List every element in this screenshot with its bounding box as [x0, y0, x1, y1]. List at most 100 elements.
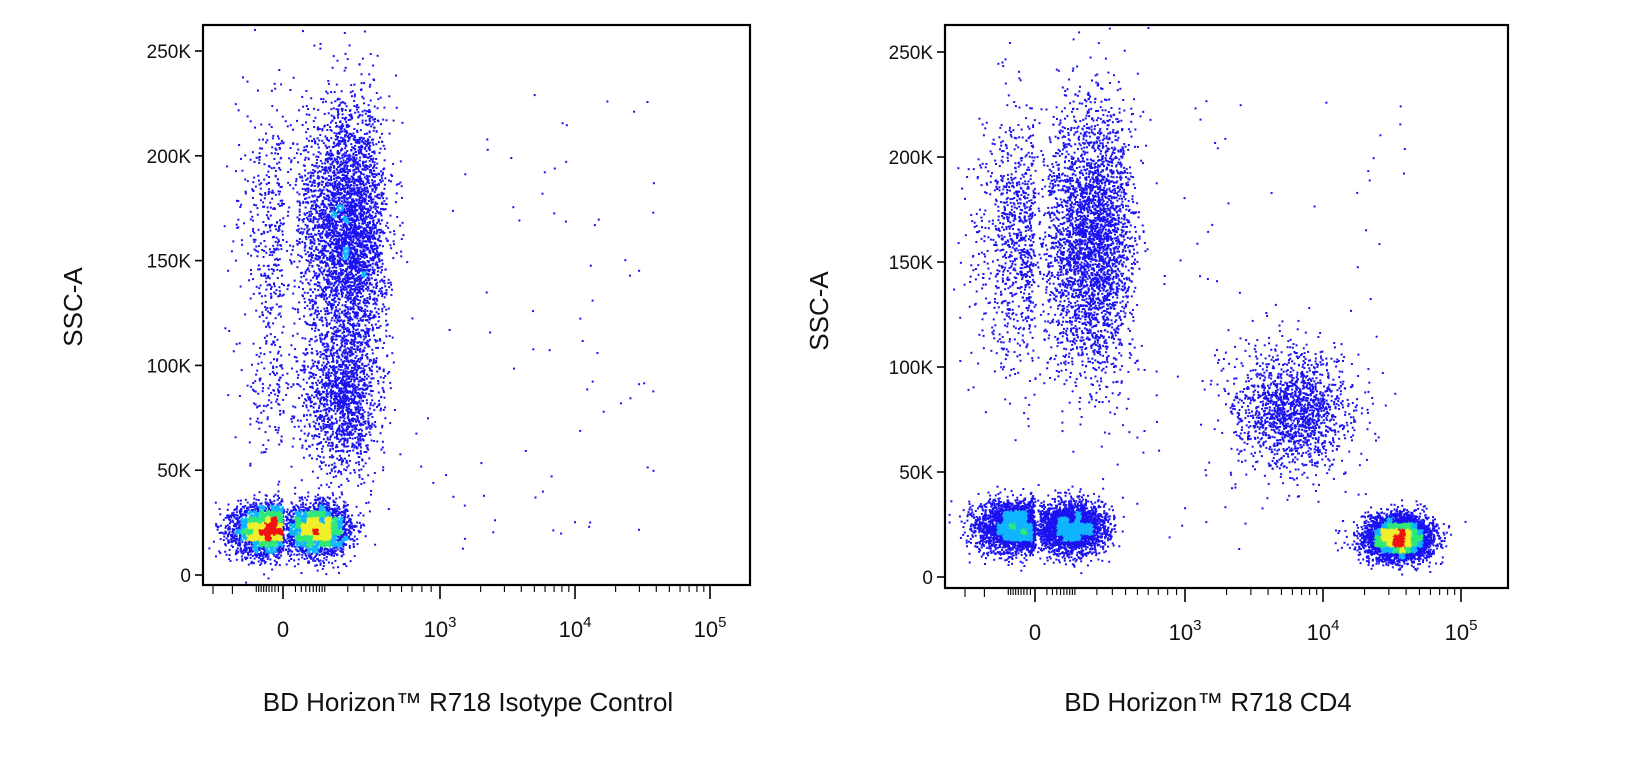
data-point [287, 527, 290, 529]
data-point [266, 514, 269, 517]
data-point [277, 511, 280, 514]
data-point [328, 506, 331, 509]
data-point [318, 530, 321, 533]
x-axis-label: BD Horizon™ R718 Isotype Control [263, 687, 673, 717]
data-point [254, 546, 257, 549]
data-point [272, 550, 275, 553]
data-point [309, 542, 311, 544]
data-point [257, 560, 260, 563]
data-point [323, 557, 326, 560]
data-point [269, 511, 272, 514]
data-point [271, 540, 274, 543]
data-point [319, 515, 322, 518]
data-point [234, 523, 237, 526]
data-point [280, 531, 283, 534]
data-point [279, 516, 282, 519]
data-point [316, 539, 319, 542]
data-point [323, 511, 326, 514]
data-point [335, 521, 337, 524]
data-point [253, 536, 256, 539]
data-point [338, 533, 341, 536]
data-point [239, 512, 242, 515]
data-point [239, 511, 241, 514]
data-point [317, 493, 319, 496]
data-point [253, 548, 256, 551]
data-point [315, 498, 318, 501]
data-point [337, 566, 339, 569]
data-point [317, 548, 320, 551]
data-point [237, 499, 240, 502]
data-point [296, 513, 299, 516]
data-point [257, 510, 259, 512]
data-point [258, 530, 261, 533]
data-point [332, 501, 335, 504]
data-point [306, 542, 309, 545]
data-point [326, 512, 328, 515]
data-point [233, 540, 236, 542]
data-point [244, 529, 247, 531]
data-point [264, 538, 267, 541]
data-point [225, 537, 228, 540]
data-point [315, 554, 318, 557]
data-point [247, 554, 250, 557]
data-point [304, 519, 307, 522]
data-point [251, 505, 254, 508]
data-point [345, 565, 348, 568]
data-point [341, 536, 344, 539]
data-point [255, 537, 258, 540]
data-point [331, 543, 334, 546]
data-point [334, 520, 337, 523]
data-point [235, 551, 238, 554]
data-point [260, 502, 263, 505]
data-point [249, 540, 252, 543]
data-point [242, 518, 245, 521]
data-point [218, 532, 221, 534]
data-point [313, 540, 316, 543]
data-point [290, 510, 293, 513]
data-point [316, 543, 319, 546]
data-point [328, 523, 331, 526]
data-point [322, 553, 325, 556]
data-point [255, 533, 258, 536]
data-point [297, 507, 300, 510]
data-point [344, 510, 347, 513]
data-point [324, 522, 327, 525]
data-point [263, 516, 266, 519]
data-point [279, 522, 282, 525]
data-point [341, 493, 344, 496]
data-point [338, 531, 341, 534]
data-point [264, 526, 267, 529]
data-point [261, 553, 264, 556]
data-point [303, 538, 306, 541]
data-point [260, 562, 263, 565]
data-point [322, 514, 325, 517]
data-point [278, 522, 281, 525]
data-point [275, 534, 278, 537]
data-point [290, 518, 293, 521]
data-point [248, 540, 251, 543]
data-point [336, 554, 339, 557]
data-point [226, 514, 229, 517]
data-point [312, 557, 315, 560]
data-point [280, 554, 283, 557]
data-point [289, 555, 292, 558]
data-point [330, 539, 333, 542]
data-point [259, 558, 262, 561]
data-point [256, 523, 259, 525]
data-point [251, 528, 254, 531]
data-point [342, 563, 345, 566]
data-point [278, 556, 281, 559]
data-point [348, 529, 351, 532]
data-point [299, 546, 302, 549]
data-point [310, 510, 313, 513]
data-point [333, 510, 336, 513]
data-point [343, 538, 346, 541]
data-point [318, 529, 321, 531]
data-point [276, 532, 279, 535]
data-point [250, 516, 253, 519]
data-point [262, 509, 265, 512]
data-point [290, 531, 293, 534]
data-point [290, 558, 293, 560]
data-point [272, 541, 275, 544]
data-point [340, 536, 342, 539]
